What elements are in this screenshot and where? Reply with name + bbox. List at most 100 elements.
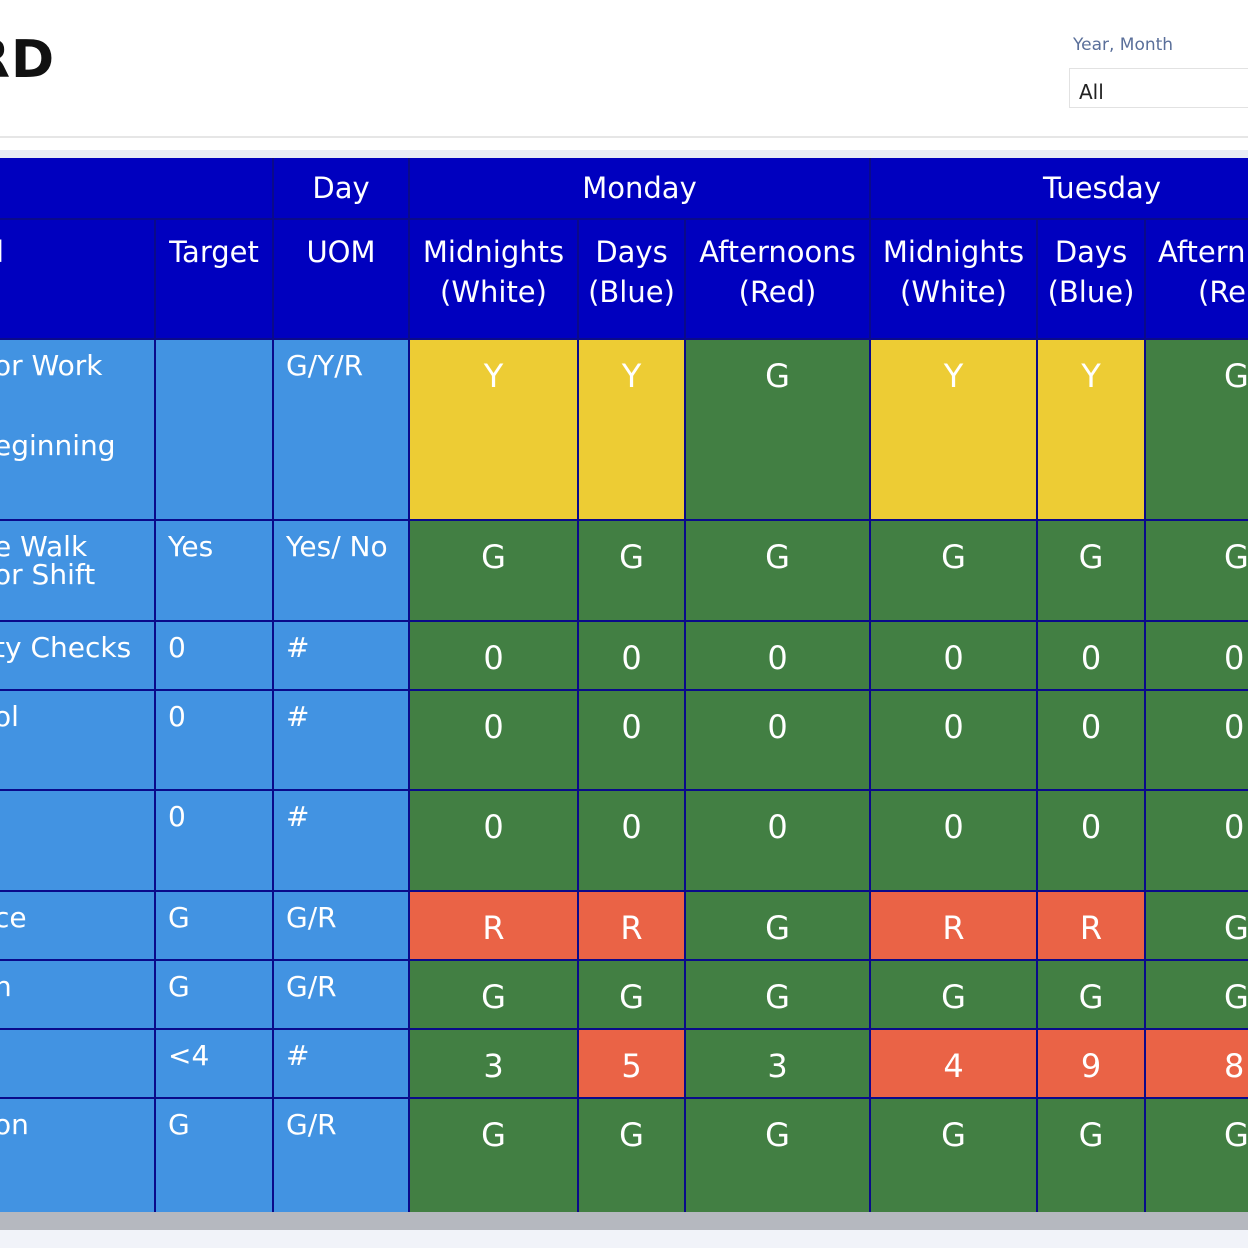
- row-target: 0: [156, 622, 272, 689]
- status-cell[interactable]: 0: [1038, 622, 1144, 689]
- row-target: 0: [156, 691, 272, 789]
- shift-name: Days: [1054, 235, 1128, 269]
- row-uom: #: [274, 691, 408, 789]
- shift-name: Midnights: [422, 235, 565, 269]
- status-cell[interactable]: R: [1038, 892, 1144, 959]
- status-cell[interactable]: G: [871, 1099, 1036, 1212]
- status-cell[interactable]: 0: [686, 791, 869, 890]
- shift-team: (White): [440, 275, 547, 309]
- status-cell[interactable]: 0: [410, 791, 577, 890]
- target-label: Target: [169, 235, 259, 269]
- status-cell[interactable]: G: [1146, 1099, 1248, 1212]
- shift-team: (Blue): [1047, 275, 1135, 309]
- status-cell[interactable]: Y: [871, 340, 1036, 519]
- status-cell[interactable]: G: [579, 1099, 684, 1212]
- status-cell[interactable]: 0: [871, 622, 1036, 689]
- status-cell[interactable]: G: [410, 961, 577, 1028]
- page-title: RD: [0, 30, 56, 90]
- status-cell[interactable]: G: [1146, 961, 1248, 1028]
- status-cell[interactable]: Y: [410, 340, 577, 519]
- shift-team: (White): [900, 275, 1007, 309]
- header-shift-4: Midnights (White): [871, 220, 1036, 338]
- status-cell[interactable]: 0: [871, 691, 1036, 789]
- status-cell[interactable]: R: [579, 892, 684, 959]
- metric-label-line1: or Work: [0, 349, 103, 382]
- metric-label-line1: on: [0, 1108, 29, 1141]
- status-cell[interactable]: 3: [686, 1030, 869, 1097]
- status-cell[interactable]: 8: [1146, 1030, 1248, 1097]
- row-metric-label: n: [0, 961, 154, 1028]
- status-cell[interactable]: G: [1038, 1099, 1144, 1212]
- row-target: [156, 340, 272, 519]
- status-cell[interactable]: G: [579, 521, 684, 620]
- status-cell[interactable]: 0: [1038, 791, 1144, 890]
- status-cell[interactable]: G: [686, 340, 869, 519]
- shift-team: (Blue): [588, 275, 675, 309]
- status-cell[interactable]: 0: [871, 791, 1036, 890]
- header-shift-6: Aftern (Re: [1146, 220, 1248, 338]
- status-cell[interactable]: R: [410, 892, 577, 959]
- status-cell[interactable]: 0: [1146, 791, 1248, 890]
- status-cell[interactable]: 5: [579, 1030, 684, 1097]
- status-cell[interactable]: G: [1038, 521, 1144, 620]
- uom-label: UOM: [306, 235, 376, 269]
- status-cell[interactable]: 0: [579, 691, 684, 789]
- status-cell[interactable]: G: [686, 961, 869, 1028]
- status-cell[interactable]: 0: [686, 691, 869, 789]
- status-cell[interactable]: G: [1146, 892, 1248, 959]
- metric-label-line1: n: [0, 970, 12, 1003]
- horizontal-scrollbar[interactable]: [0, 1212, 1248, 1230]
- row-uom: G/Y/R: [274, 340, 408, 519]
- row-uom: #: [274, 1030, 408, 1097]
- row-metric-label: ce: [0, 892, 154, 959]
- status-cell[interactable]: G: [686, 892, 869, 959]
- status-cell[interactable]: G: [579, 961, 684, 1028]
- header-metric-column: l: [0, 220, 154, 338]
- status-cell[interactable]: G: [686, 1099, 869, 1212]
- status-cell[interactable]: G: [1038, 961, 1144, 1028]
- shift-team: (Red): [738, 275, 817, 309]
- header-day-monday: Monday: [410, 158, 869, 218]
- row-target: G: [156, 961, 272, 1028]
- status-cell[interactable]: 0: [1146, 622, 1248, 689]
- status-cell[interactable]: 0: [410, 622, 577, 689]
- status-cell[interactable]: G: [1146, 340, 1248, 519]
- shift-name: Days: [595, 235, 668, 269]
- shift-name: Midnights: [882, 235, 1025, 269]
- year-month-filter-select[interactable]: All: [1069, 68, 1248, 108]
- status-cell[interactable]: 0: [579, 791, 684, 890]
- status-cell[interactable]: 0: [410, 691, 577, 789]
- status-cell[interactable]: 9: [1038, 1030, 1144, 1097]
- shift-name: Afternoons: [699, 235, 856, 269]
- status-cell[interactable]: 0: [1038, 691, 1144, 789]
- header-day-label: Day: [274, 158, 408, 218]
- status-cell[interactable]: R: [871, 892, 1036, 959]
- metric-label-line1: ol: [0, 700, 19, 733]
- status-cell[interactable]: G: [410, 1099, 577, 1212]
- status-cell[interactable]: 0: [686, 622, 869, 689]
- row-uom: #: [274, 622, 408, 689]
- metric-column-label: l: [0, 235, 5, 269]
- row-metric-label: or Work eginning: [0, 340, 154, 519]
- row-uom: G/R: [274, 1099, 408, 1212]
- header-corner: [0, 158, 272, 218]
- status-cell[interactable]: 0: [1146, 691, 1248, 789]
- status-cell[interactable]: Y: [579, 340, 684, 519]
- metric-label-line2: eginning: [0, 429, 116, 462]
- status-cell[interactable]: Y: [1038, 340, 1144, 519]
- row-target: G: [156, 1099, 272, 1212]
- status-cell[interactable]: G: [1146, 521, 1248, 620]
- status-cell[interactable]: 0: [579, 622, 684, 689]
- status-cell[interactable]: G: [686, 521, 869, 620]
- shift-team: (Re: [1198, 275, 1247, 309]
- status-cell[interactable]: G: [410, 521, 577, 620]
- day-name: Tuesday: [1043, 171, 1161, 205]
- status-cell[interactable]: 4: [871, 1030, 1036, 1097]
- status-cell[interactable]: G: [871, 961, 1036, 1028]
- status-cell[interactable]: 3: [410, 1030, 577, 1097]
- status-cell[interactable]: G: [871, 521, 1036, 620]
- metric-label-line2: or Shift: [0, 558, 96, 591]
- header-shift-1: Midnights (White): [410, 220, 577, 338]
- row-uom: #: [274, 791, 408, 890]
- header-shift-2: Days (Blue): [579, 220, 684, 338]
